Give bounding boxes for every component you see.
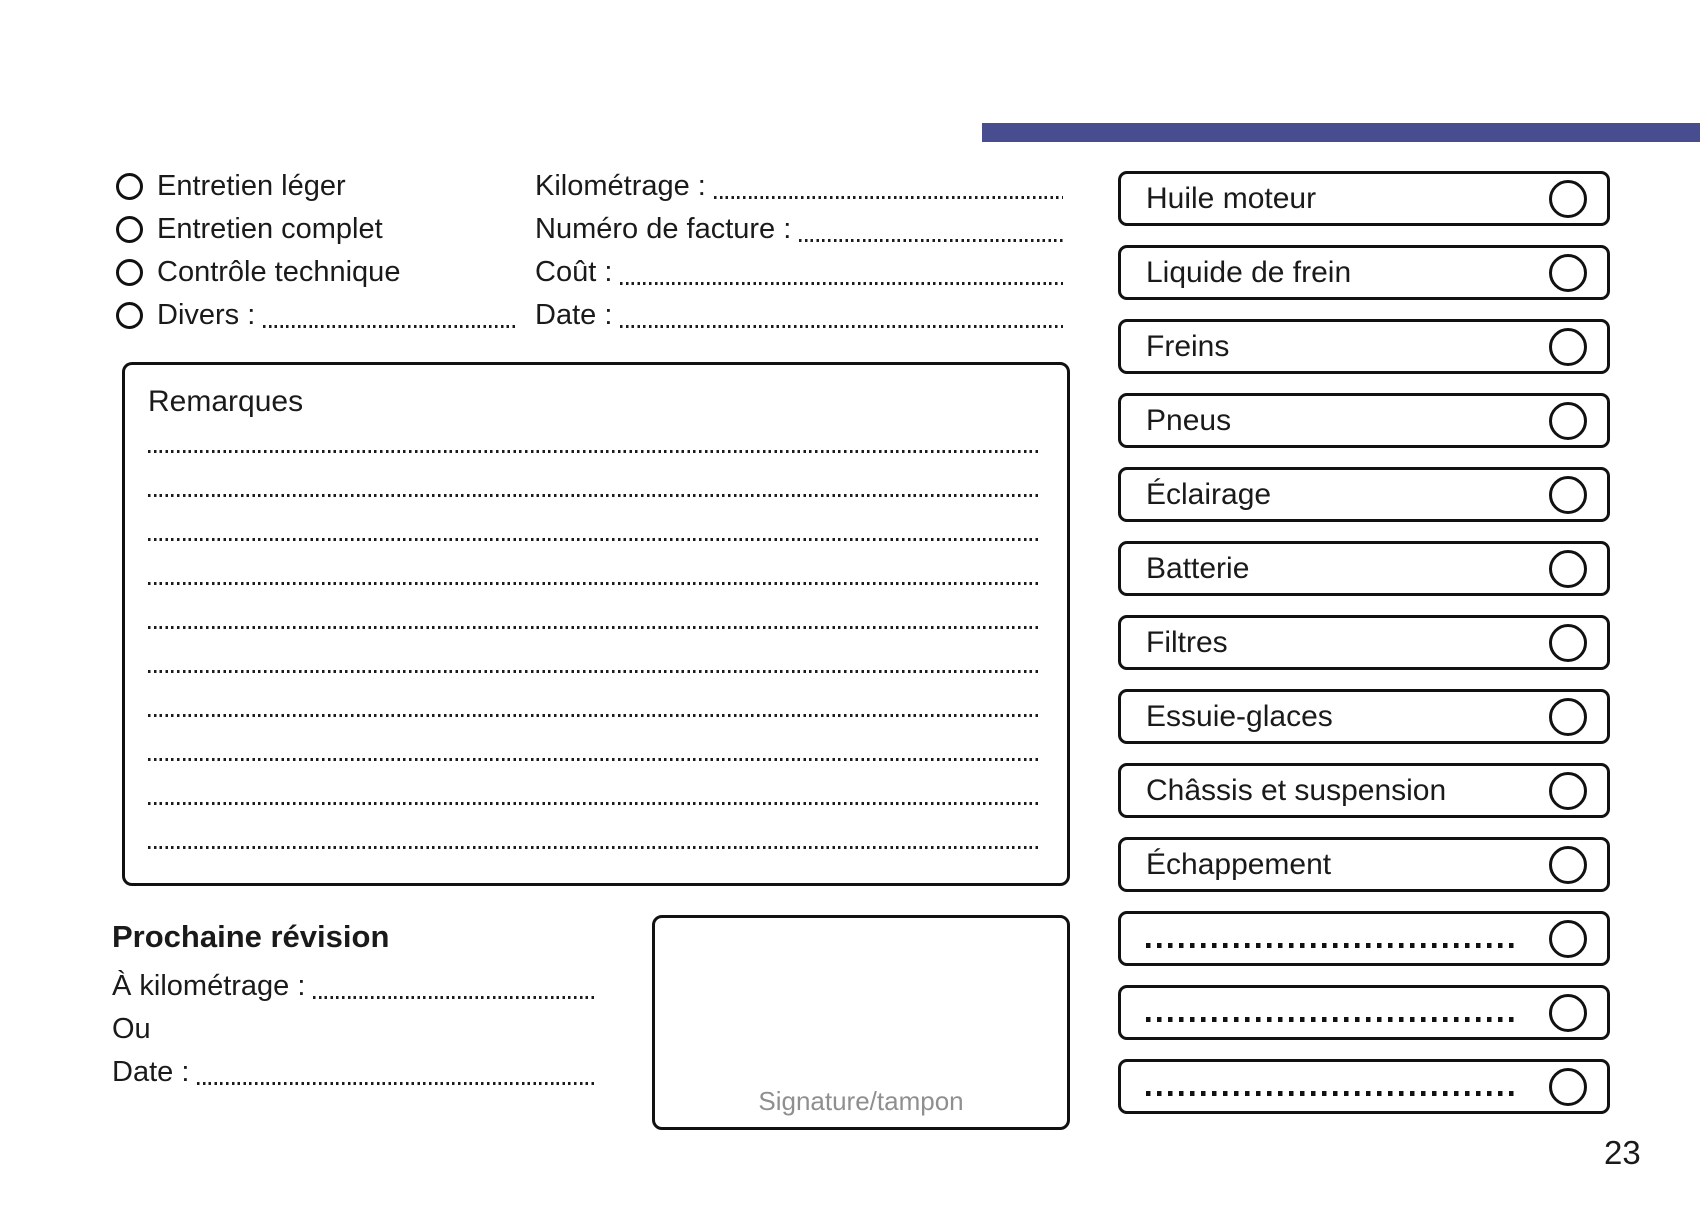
checklist-item-label: Essuie-glaces bbox=[1146, 699, 1333, 733]
checklist-item-label: Huile moteur bbox=[1146, 181, 1317, 215]
next-service-section: Prochaine révision À kilométrage : Ou Da… bbox=[112, 915, 595, 1094]
dotted-fill-line bbox=[713, 196, 1063, 199]
invoice-field-label: Coût : bbox=[535, 256, 613, 288]
service-type-row: Contrôle technique bbox=[116, 251, 518, 294]
invoice-field-row: Date : bbox=[535, 294, 1063, 337]
check-circle-icon bbox=[1549, 179, 1587, 218]
checklist-item-freins: Freins bbox=[1118, 319, 1610, 374]
checklist-item-label: Filtres bbox=[1146, 625, 1228, 659]
service-type-label: Contrôle technique bbox=[157, 256, 401, 288]
checklist-item-label: Échappement bbox=[1146, 847, 1332, 881]
checklist-item-blank bbox=[1118, 911, 1610, 966]
check-circle-icon bbox=[1549, 327, 1587, 366]
checklist-item-label: Éclairage bbox=[1146, 477, 1272, 511]
dotted-fill-line bbox=[1146, 943, 1515, 948]
service-type-row: Entretien léger bbox=[116, 165, 518, 208]
next-service-label: Ou bbox=[112, 1013, 151, 1045]
checklist-item-huile-moteur: Huile moteur bbox=[1118, 171, 1610, 226]
checklist-item-liquide-de-frein: Liquide de frein bbox=[1118, 245, 1610, 300]
checklist-item-label: Liquide de frein bbox=[1146, 255, 1352, 289]
dotted-fill-line bbox=[313, 996, 595, 999]
invoice-fields-group: Kilométrage : Numéro de facture : Coût :… bbox=[535, 165, 1063, 337]
check-circle-icon bbox=[1549, 253, 1587, 292]
service-type-group: Entretien léger Entretien complet Contrô… bbox=[116, 165, 518, 337]
next-service-row: Ou bbox=[112, 1008, 595, 1051]
checklist-item-eclairage: Éclairage bbox=[1118, 467, 1610, 522]
dotted-writing-line bbox=[148, 714, 1041, 717]
dotted-fill-line bbox=[620, 282, 1063, 285]
checklist-item-batterie: Batterie bbox=[1118, 541, 1610, 596]
invoice-field-row: Coût : bbox=[535, 251, 1063, 294]
dotted-writing-line bbox=[148, 758, 1041, 761]
invoice-field-label: Numéro de facture : bbox=[535, 213, 792, 245]
next-service-row: À kilométrage : bbox=[112, 965, 595, 1008]
next-service-label: À kilométrage : bbox=[112, 970, 306, 1002]
invoice-field-row: Kilométrage : bbox=[535, 165, 1063, 208]
dotted-fill-line bbox=[799, 239, 1063, 242]
dotted-writing-line bbox=[148, 582, 1041, 585]
service-type-row: Divers : bbox=[116, 294, 518, 337]
check-circle-icon bbox=[1549, 475, 1587, 514]
checklist-item-label: Pneus bbox=[1146, 403, 1232, 437]
remarks-title: Remarques bbox=[148, 385, 304, 418]
service-type-label: Entretien léger bbox=[157, 170, 346, 202]
dotted-fill-line bbox=[197, 1082, 595, 1085]
check-circle-icon bbox=[1549, 993, 1587, 1032]
dotted-writing-line bbox=[148, 450, 1041, 453]
radio-circle-icon bbox=[116, 173, 143, 200]
dotted-writing-line bbox=[148, 494, 1041, 497]
checklist-item-pneus: Pneus bbox=[1118, 393, 1610, 448]
checklist-item-essuie-glaces: Essuie-glaces bbox=[1118, 689, 1610, 744]
service-type-label: Divers : bbox=[157, 299, 256, 331]
checklist-item-label: Freins bbox=[1146, 329, 1230, 363]
dotted-writing-line bbox=[148, 538, 1041, 541]
check-circle-icon bbox=[1549, 919, 1587, 958]
service-type-row: Entretien complet bbox=[116, 208, 518, 251]
radio-circle-icon bbox=[116, 259, 143, 286]
page-number: 23 bbox=[1604, 1134, 1641, 1171]
checklist-item-filtres: Filtres bbox=[1118, 615, 1610, 670]
check-circle-icon bbox=[1549, 771, 1587, 810]
radio-circle-icon bbox=[116, 302, 143, 329]
checklist-item-echappement: Échappement bbox=[1118, 837, 1610, 892]
check-circle-icon bbox=[1549, 549, 1587, 588]
check-circle-icon bbox=[1549, 845, 1587, 884]
checklist-item-label: Batterie bbox=[1146, 551, 1250, 585]
checklist-item-blank bbox=[1118, 985, 1610, 1040]
service-type-label: Entretien complet bbox=[157, 213, 383, 245]
next-service-row: Date : bbox=[112, 1051, 595, 1094]
check-circle-icon bbox=[1549, 623, 1587, 662]
checklist-column: Huile moteur Liquide de frein Freins Pne… bbox=[1118, 171, 1610, 1133]
signature-label: Signature/tampon bbox=[758, 1086, 964, 1116]
next-service-title: Prochaine révision bbox=[112, 919, 390, 954]
dotted-writing-line bbox=[148, 802, 1041, 805]
dotted-fill-line bbox=[620, 325, 1063, 328]
invoice-field-label: Date : bbox=[535, 299, 613, 331]
dotted-fill-line bbox=[263, 325, 518, 328]
invoice-field-label: Kilométrage : bbox=[535, 170, 706, 202]
check-circle-icon bbox=[1549, 1067, 1587, 1106]
signature-box: Signature/tampon bbox=[652, 915, 1070, 1130]
radio-circle-icon bbox=[116, 216, 143, 243]
checklist-item-label: Châssis et suspension bbox=[1146, 773, 1447, 807]
dotted-writing-line bbox=[148, 626, 1041, 629]
next-service-label: Date : bbox=[112, 1056, 190, 1088]
remarks-box: Remarques bbox=[122, 362, 1070, 886]
dotted-writing-line bbox=[148, 670, 1041, 673]
dotted-fill-line bbox=[1146, 1017, 1515, 1022]
check-circle-icon bbox=[1549, 401, 1587, 440]
checklist-item-chassis-et-suspension: Châssis et suspension bbox=[1118, 763, 1610, 818]
dotted-fill-line bbox=[1146, 1091, 1515, 1096]
header-accent-bar bbox=[982, 123, 1700, 142]
invoice-field-row: Numéro de facture : bbox=[535, 208, 1063, 251]
checklist-item-blank bbox=[1118, 1059, 1610, 1114]
check-circle-icon bbox=[1549, 697, 1587, 736]
dotted-writing-line bbox=[148, 846, 1041, 849]
